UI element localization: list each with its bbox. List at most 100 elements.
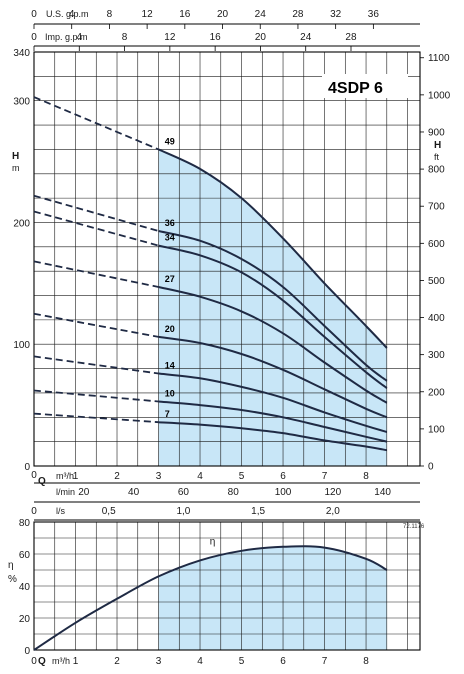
eff-x-tick-label: 8 bbox=[363, 656, 369, 667]
lmin-tick-label: 80 bbox=[228, 487, 240, 498]
efficiency-y-ticks: 0 20 40 60 80 bbox=[19, 518, 31, 657]
q-label: Q bbox=[38, 476, 46, 487]
m3h-ticks: 0 1 2 3 4 5 6 7 8 bbox=[31, 470, 369, 482]
eff-q-label: Q bbox=[38, 656, 46, 667]
curve-34 bbox=[158, 244, 388, 389]
y-right-unit: ft bbox=[434, 152, 440, 162]
right-tick-label: 400 bbox=[428, 313, 445, 324]
m3h-tick-label: 2 bbox=[114, 471, 120, 482]
lmin-tick-label: 60 bbox=[178, 487, 190, 498]
right-tick-label: 900 bbox=[428, 127, 445, 138]
curve-7-dashed bbox=[33, 412, 159, 424]
curve-label-34: 34 bbox=[165, 233, 175, 243]
curve-10-dashed bbox=[33, 389, 159, 403]
ls-tick-label: 0,5 bbox=[102, 506, 116, 517]
curve-49-dashed bbox=[33, 96, 159, 151]
curve-label-36: 36 bbox=[165, 218, 175, 228]
us-gpm-label: U.S. g.p.m bbox=[46, 9, 89, 19]
us-tick-label: 32 bbox=[330, 9, 342, 20]
curve-label-27: 27 bbox=[165, 274, 175, 284]
left-tick-label: 0 bbox=[24, 462, 30, 473]
efficiency-x-ticks: 0 1 2 3 4 5 6 7 8 bbox=[31, 656, 369, 667]
curve-10 bbox=[158, 400, 388, 443]
curve-49 bbox=[158, 148, 388, 349]
lmin-tick-label: 20 bbox=[78, 487, 90, 498]
lmin-tick-label: 40 bbox=[128, 487, 140, 498]
lmin-tick-label: 120 bbox=[324, 487, 341, 498]
m3h-tick-label: 6 bbox=[280, 471, 286, 482]
curve-20 bbox=[158, 335, 388, 419]
ls-unit: l/s bbox=[56, 506, 66, 516]
y-left-unit: m bbox=[12, 163, 20, 173]
efficiency-area bbox=[158, 546, 387, 650]
top-us-ticks: 0 4 8 12 16 20 24 28 32 36 bbox=[31, 9, 379, 29]
right-tick-label: 700 bbox=[428, 202, 445, 213]
eff-x-tick-label: 1 bbox=[73, 656, 79, 667]
right-tick-label: 500 bbox=[428, 276, 445, 287]
eff-x-tick-label: 3 bbox=[156, 656, 162, 667]
curve-label-7: 7 bbox=[165, 409, 170, 419]
us-tick-label: 4 bbox=[69, 9, 75, 20]
ls-tick-label: 0 bbox=[31, 506, 37, 517]
m3h-tick-label: 4 bbox=[197, 471, 203, 482]
eta-axis-label: η bbox=[8, 560, 14, 571]
ls-tick-label: 1,5 bbox=[251, 506, 265, 517]
right-tick-label: 600 bbox=[428, 239, 445, 250]
lmin-tick-label: 140 bbox=[374, 487, 391, 498]
operating-range-area bbox=[158, 149, 387, 466]
right-ticks: 0 100 200 300 400 500 600 700 800 900 1000 1100 bbox=[420, 53, 451, 473]
m3h-unit: m³/h bbox=[56, 471, 74, 481]
imp-tick-label: 16 bbox=[210, 32, 222, 43]
y-right-label: H bbox=[434, 140, 441, 151]
head-grid bbox=[34, 52, 420, 466]
right-tick-label: 200 bbox=[428, 387, 445, 398]
eff-y-tick-label: 20 bbox=[19, 614, 31, 625]
efficiency-curves: η bbox=[33, 536, 388, 651]
head-curves: 49 36 34 27 20 14 10 7 bbox=[33, 96, 388, 452]
eff-x-tick-label: 6 bbox=[280, 656, 286, 667]
bottom-axes: Q m³/h l/min l/s 0 1 2 3 4 5 6 7 8 20 40 60 80 100 12… bbox=[31, 470, 425, 530]
curve-14-dashed bbox=[33, 355, 159, 375]
left-tick-label: 300 bbox=[13, 97, 30, 108]
lmin-tick-label: 100 bbox=[275, 487, 292, 498]
curve-14 bbox=[158, 372, 388, 433]
imp-tick-label: 12 bbox=[164, 32, 176, 43]
imp-tick-label: 20 bbox=[255, 32, 267, 43]
right-tick-label: 100 bbox=[428, 424, 445, 435]
imp-tick-label: 28 bbox=[345, 32, 357, 43]
us-tick-label: 28 bbox=[292, 9, 304, 20]
eff-y-tick-label: 0 bbox=[24, 646, 30, 657]
eff-x-tick-label: 4 bbox=[197, 656, 203, 667]
eff-y-tick-label: 40 bbox=[19, 582, 31, 593]
efficiency-curve-label: η bbox=[210, 536, 216, 547]
top-imp-ticks: 0 4 8 12 16 20 24 28 bbox=[31, 32, 357, 51]
m3h-tick-label: 7 bbox=[322, 471, 328, 482]
imp-tick-label: 4 bbox=[77, 32, 83, 43]
ls-ticks: 0 0,5 1,0 1,5 2,0 bbox=[31, 506, 340, 517]
m3h-tick-label: 0 bbox=[31, 470, 37, 481]
lmin-ticks: 20 40 60 80 100 120 140 bbox=[78, 487, 391, 498]
head-frame bbox=[33, 51, 421, 467]
curve-36 bbox=[158, 230, 388, 382]
left-tick-label: 340 bbox=[13, 48, 30, 59]
right-tick-label: 800 bbox=[428, 165, 445, 176]
right-tick-label: 1000 bbox=[428, 90, 451, 101]
eff-y-tick-label: 60 bbox=[19, 550, 31, 561]
ref-code: 72.1176 bbox=[403, 524, 425, 530]
curve-27 bbox=[158, 286, 388, 404]
eff-m3h-unit: m³/h bbox=[52, 656, 70, 666]
imp-tick-label: 24 bbox=[300, 32, 312, 43]
ls-tick-label: 2,0 bbox=[326, 506, 340, 517]
left-tick-label: 200 bbox=[13, 218, 30, 229]
eff-x-tick-label: 5 bbox=[239, 656, 245, 667]
m3h-tick-label: 3 bbox=[156, 471, 162, 482]
efficiency-grid bbox=[34, 522, 420, 650]
us-tick-label: 36 bbox=[368, 9, 380, 20]
lmin-unit: l/min bbox=[56, 487, 75, 497]
curve-label-20: 20 bbox=[165, 324, 175, 334]
curve-7 bbox=[158, 421, 387, 452]
imp-tick-label: 0 bbox=[31, 32, 37, 43]
m3h-tick-label: 5 bbox=[239, 471, 245, 482]
eta-axis-unit: % bbox=[8, 574, 17, 585]
